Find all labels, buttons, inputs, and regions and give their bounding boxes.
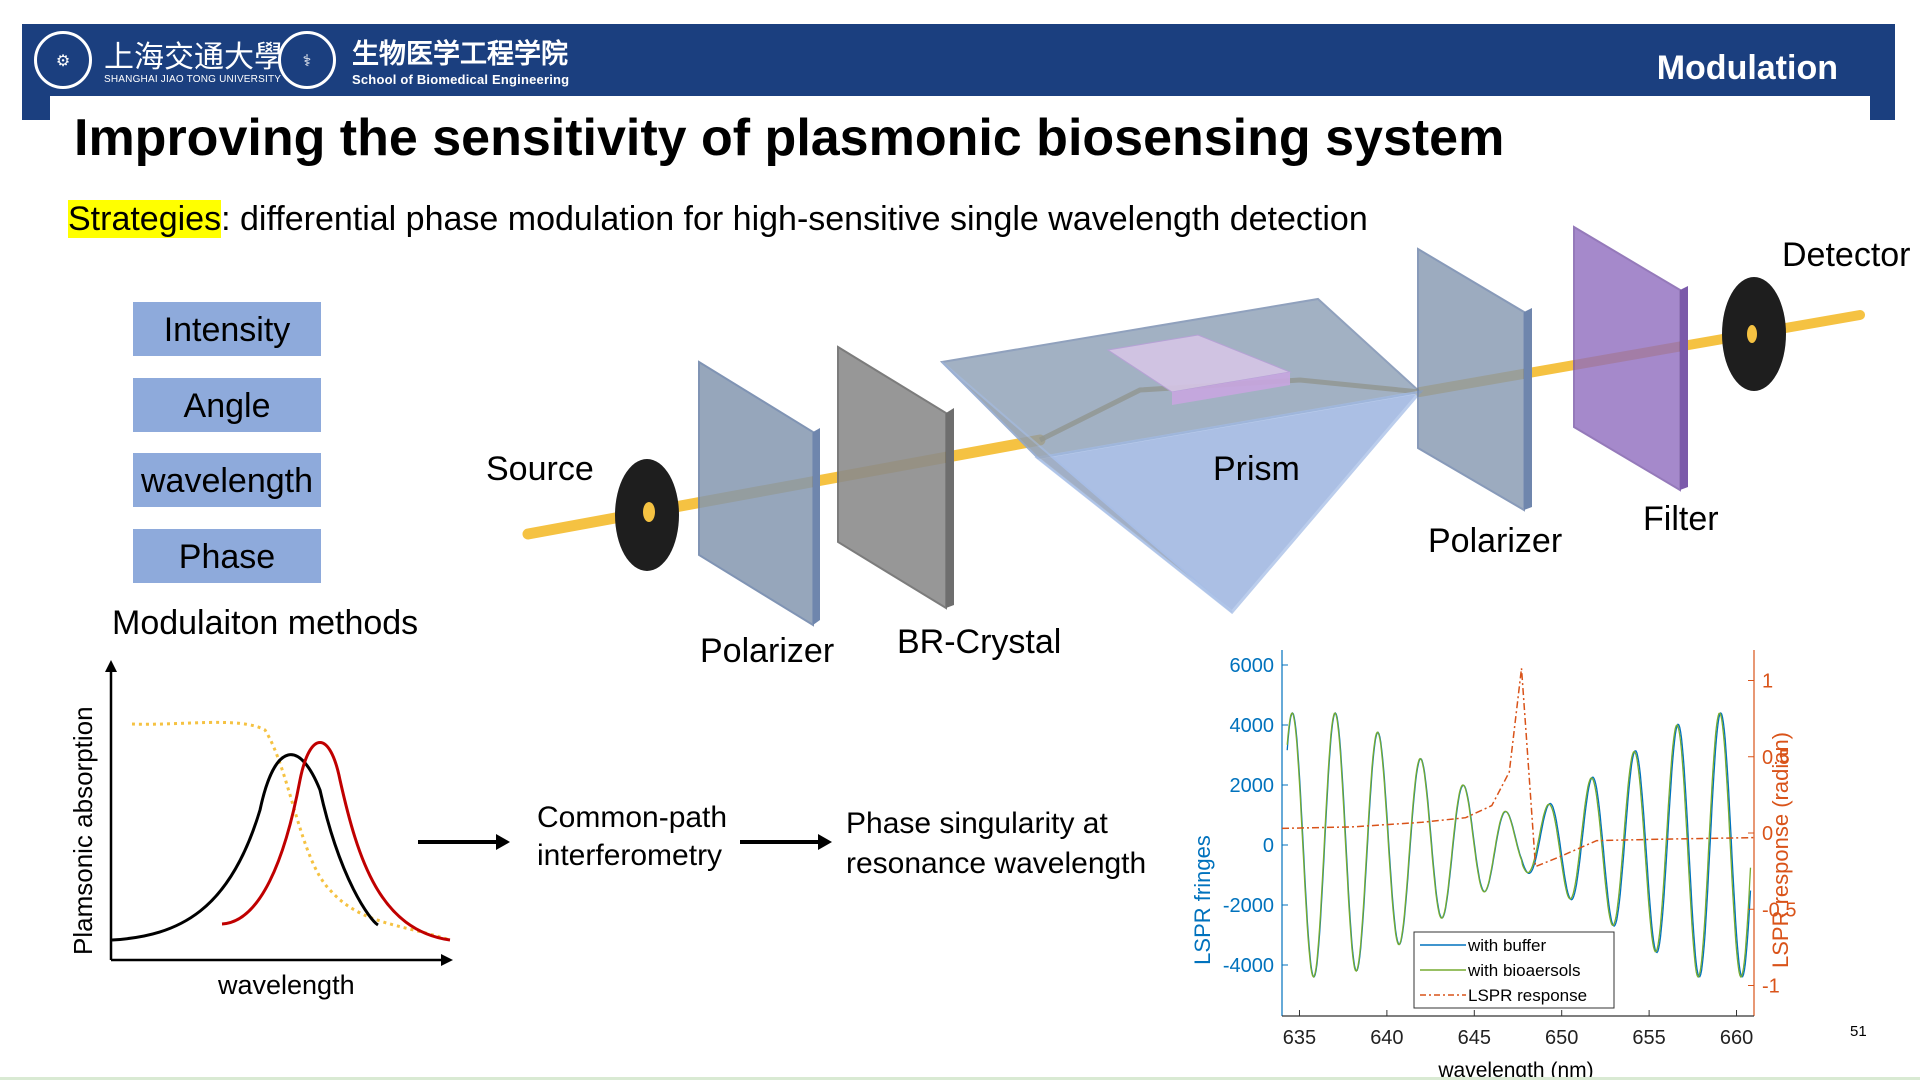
flow-step2: Phase singularity at resonance wavelengt… — [846, 804, 1146, 884]
chart-xlabel: wavelength (nm) — [1437, 1059, 1593, 1077]
detector-aperture — [1747, 325, 1757, 343]
method-wavelength: wavelength — [133, 453, 321, 507]
yl-tick-label-5: -4000 — [1223, 955, 1274, 977]
legend-buffer: with buffer — [1467, 936, 1546, 955]
filter-label: Filter — [1643, 500, 1719, 538]
polarizer2-plate — [1417, 247, 1525, 512]
x-tick-label-645: 645 — [1458, 1027, 1491, 1049]
crystal-edge — [946, 408, 954, 608]
sample-chip-edge — [1172, 372, 1290, 405]
header-underlay — [50, 96, 1870, 120]
absorption-curve-red — [221, 741, 451, 942]
absorption-sketch — [105, 660, 453, 966]
method-angle: Angle — [133, 378, 321, 432]
method-intensity: Intensity — [133, 302, 321, 356]
strategy-text: : differential phase modulation for high… — [221, 200, 1368, 238]
yr-tick-label-2: 0 — [1762, 823, 1773, 845]
flow-step1-line2: interferometry — [537, 839, 723, 872]
flow-arrow-1-head-icon — [496, 834, 510, 850]
prism-label: Prism — [1213, 450, 1300, 488]
filter-edge — [1680, 286, 1688, 490]
legend-response: LSPR response — [1468, 986, 1587, 1005]
flow-arrow-2-head-icon — [818, 834, 832, 850]
detector-label: Detector — [1782, 236, 1911, 274]
x-tick-label-635: 635 — [1283, 1027, 1316, 1049]
university-name-cn: 上海交通大學 — [104, 40, 284, 75]
x-tick-label-650: 650 — [1545, 1027, 1578, 1049]
flow-step2-line1: Phase singularity at — [846, 807, 1108, 840]
methods-caption: Modulaiton methods — [112, 604, 419, 642]
polarizer1-edge — [813, 428, 820, 625]
legend-bioaerosols: with bioaersols — [1467, 961, 1580, 980]
yl-tick-label-3: 0 — [1263, 835, 1274, 857]
polarizer2-label: Polarizer — [1428, 522, 1563, 560]
source-aperture — [643, 502, 655, 522]
chart-ylabel-right: LSPR response (radian) — [1768, 732, 1793, 968]
chart-ylabel-left: LSPR fringes — [1190, 835, 1215, 965]
series-with-bioaerosols — [1286, 712, 1752, 979]
filter-plate — [1573, 225, 1681, 492]
sketch-x-arrow-icon — [441, 954, 453, 966]
polarizer1-label: Polarizer — [700, 632, 835, 670]
polarizer1-plate — [698, 360, 814, 627]
flow-step1: Common-path interferometry — [537, 799, 727, 875]
yl-tick-label-0: 6000 — [1230, 655, 1275, 677]
lspr-chart: 635 640 645 650 655 660 6000 4000 2000 0 -2000 -400… — [1190, 650, 1797, 1077]
bottom-strip — [0, 1077, 1920, 1080]
page-number: 51 — [1850, 1023, 1867, 1040]
yl-tick-label-1: 4000 — [1230, 715, 1275, 737]
strategy-line: Strategies: differential phase modulatio… — [68, 200, 1368, 239]
slide-title: Improving the sensitivity of plasmonic b… — [74, 109, 1505, 167]
source-label: Source — [486, 450, 594, 488]
flow-step2-line2: resonance wavelength — [846, 847, 1147, 880]
x-tick-label-640: 640 — [1370, 1027, 1403, 1049]
yr-tick-label-4: -1 — [1762, 976, 1780, 998]
phase-curve-dotted — [131, 720, 451, 942]
sketch-ylabel: Plamsonic absorption — [68, 706, 98, 955]
university-name-en: SHANGHAI JIAO TONG UNIVERSITY — [104, 74, 282, 85]
school-name-en: School of Biomedical Engineering — [352, 72, 570, 87]
x-tick-label-660: 660 — [1720, 1027, 1753, 1049]
chart-ticks: 635 640 645 650 655 660 6000 4000 2000 0 -2000 -400… — [1223, 655, 1797, 1049]
method-phase: Phase — [133, 529, 321, 583]
sketch-xlabel: wavelength — [218, 970, 355, 1000]
flow-arrows — [418, 834, 832, 850]
sketch-y-arrow-icon — [105, 660, 117, 672]
yr-tick-label-0: 1 — [1762, 671, 1773, 693]
yl-tick-label-2: 2000 — [1230, 775, 1275, 797]
absorption-curve-black — [111, 753, 379, 942]
prism-side — [941, 361, 1233, 613]
yl-tick-label-4: -2000 — [1223, 895, 1274, 917]
chart-series-group — [1281, 668, 1755, 979]
section-label: Modulation — [1656, 49, 1838, 87]
flow-step1-line1: Common-path — [537, 801, 728, 834]
bme-logo-icon: ⚕ — [278, 31, 336, 89]
school-name-cn: 生物医学工程学院 — [352, 39, 568, 70]
x-tick-label-655: 655 — [1632, 1027, 1665, 1049]
sjtu-logo-icon: ⚙ — [34, 31, 92, 89]
yr-tick-label-3: -0.5 — [1762, 899, 1796, 921]
yr-tick-label-1: 0.5 — [1762, 747, 1790, 769]
polarizer2-edge — [1524, 308, 1532, 510]
series-lspr-response — [1281, 668, 1755, 868]
crystal-plate — [837, 345, 947, 610]
strategy-keyword: Strategies — [68, 200, 222, 238]
crystal-label: BR-Crystal — [897, 623, 1062, 661]
